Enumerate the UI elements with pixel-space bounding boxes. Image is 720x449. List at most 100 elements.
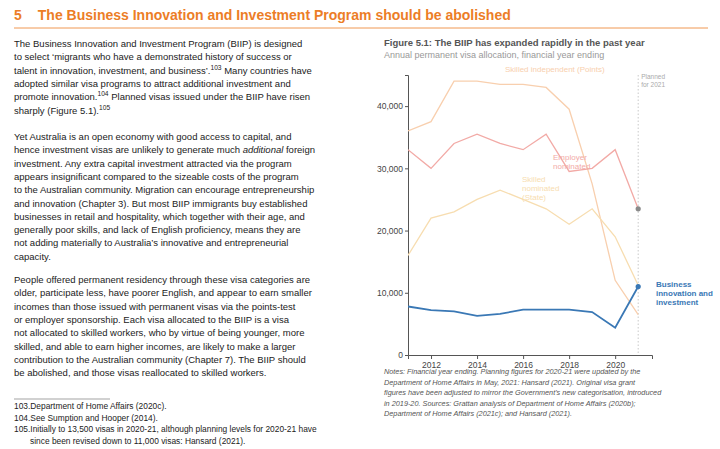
text-run: 103 <box>210 64 221 71</box>
text-run: The Business Innovation and Investment P… <box>14 38 302 49</box>
text-line: to select ‘migrants who have a demonstra… <box>14 51 292 62</box>
footnote: 105.Initially to 13,500 visas in 2020-21… <box>14 424 317 434</box>
y-tick-mark <box>405 293 408 294</box>
text-line: to the Australian community. Migration c… <box>14 184 314 195</box>
text-line: The Business Innovation and Investment P… <box>14 38 302 49</box>
text-run: 105 <box>99 104 110 111</box>
footnote: 104.See Sumption and Hooper (2014). <box>14 413 158 423</box>
text-line: older, participate less, have poorer Eng… <box>14 287 312 298</box>
text-run: 104 <box>97 90 108 97</box>
text-line: not adding materially to Australia’s inn… <box>14 237 288 248</box>
text-line: not allocated to skilled workers, who by… <box>14 327 304 338</box>
series-end-marker <box>636 206 641 211</box>
text-line: People offered permanent residency throu… <box>14 274 310 285</box>
y-axis-line <box>405 76 409 356</box>
text-line: capacity. <box>14 251 51 262</box>
y-tick-label: 0 <box>398 350 403 360</box>
y-tick: 20,000 <box>377 226 408 236</box>
chart-title: Figure 5.1: The BIIP has expanded rapidl… <box>384 37 645 48</box>
chart-note: figures have been adjusted to mirror the… <box>384 388 662 397</box>
section-heading: 5 The Business Innovation and Investment … <box>14 7 511 23</box>
footnote: since been revised down to 11,000 visas:… <box>30 436 245 446</box>
chart-note: Notes: Financial year ending. Planning f… <box>384 367 640 376</box>
text-run: Many countries have <box>222 65 312 76</box>
text-line: and innovation (Chapter 3). But most BII… <box>14 198 307 209</box>
section-title: The Business Innovation and Investment P… <box>38 7 511 23</box>
footnote: 103.Department of Home Affairs (2020c). <box>14 401 167 411</box>
text-line: incomes than those issued with permanent… <box>14 301 296 312</box>
series-label: Skilled independent (Points) <box>505 65 605 74</box>
y-tick-mark <box>405 106 408 107</box>
series-label: Skillednominated(State) <box>522 175 559 202</box>
footnote-rule <box>14 399 110 400</box>
y-tick-mark <box>405 355 408 356</box>
annotation-text-line: for 2021 <box>641 81 665 88</box>
page: 5 The Business Innovation and Investment … <box>0 0 720 449</box>
plot-area <box>408 75 641 355</box>
text-run: hence investment visas are unlikely to g… <box>14 144 243 155</box>
y-tick: 0 <box>398 350 408 360</box>
y-tick-label: 10,000 <box>377 288 403 298</box>
text-run: be abolished, and those visas reallocate… <box>14 367 266 378</box>
text-run: not allocated to skilled workers, who by… <box>14 327 304 338</box>
text-line: sharply (Figure 5.1).105 <box>14 104 110 116</box>
text-run: older, participate less, have poorer Eng… <box>14 287 312 298</box>
chart-note: Department of Home Affairs in May, 2021:… <box>384 378 636 387</box>
text-run: additional <box>243 144 285 155</box>
text-run: talent in innovation, investment, and bu… <box>14 65 210 76</box>
y-tick: 40,000 <box>377 101 408 111</box>
text-run: People offered permanent residency throu… <box>14 274 310 285</box>
text-line: talent in innovation, investment, and bu… <box>14 64 312 76</box>
text-run: adopted similar visa programs to attract… <box>14 78 291 89</box>
heading-rule <box>14 28 708 29</box>
text-run: to the Australian community. Migration c… <box>14 184 314 195</box>
text-run: Yet Australia is an open economy with go… <box>14 131 291 142</box>
text-run: to select ‘migrants who have a demonstra… <box>14 51 292 62</box>
text-line: or employer sponsorship. Each visa alloc… <box>14 314 290 325</box>
text-line: businesses in retail and hospitality, wh… <box>14 211 305 222</box>
text-line: investment. Any extra capital investment… <box>14 158 292 169</box>
text-run: promote innovation. <box>14 91 97 102</box>
x-tick-mark <box>523 355 524 359</box>
chart-note: in 2019-20. Sources: Grattan analysis of… <box>384 399 636 408</box>
text-line: be abolished, and those visas reallocate… <box>14 367 266 378</box>
text-line: contribution to the Australian community… <box>14 354 306 365</box>
x-tick-mark <box>431 355 432 359</box>
annotation-text-line: Planned <box>641 73 665 80</box>
text-run: skilled, and able to earn higher incomes… <box>14 341 295 352</box>
text-run: generally poor skills, and lack of Engli… <box>14 224 301 235</box>
chart-note: Department of Home Affairs (2021c); and … <box>384 409 572 418</box>
text-run: incomes than those issued with permanent… <box>14 301 296 312</box>
text-line: appears insignificant compared to the si… <box>14 171 299 182</box>
text-line: Yet Australia is an open economy with go… <box>14 131 291 142</box>
y-axis: 0 10,000 20,000 30,000 40,000 <box>377 76 409 361</box>
series-end-marker <box>636 284 641 289</box>
section-number: 5 <box>14 7 22 23</box>
text-line: adopted similar visa programs to attract… <box>14 78 291 89</box>
series-label: Employernominated <box>553 153 590 171</box>
text-run: businesses in retail and hospitality, wh… <box>14 211 305 222</box>
chart-subtitle: Annual permanent visa allocation, financ… <box>384 50 604 60</box>
text-run: and innovation (Chapter 3). But most BII… <box>14 198 307 209</box>
text-run: foreign <box>283 144 315 155</box>
x-axis-line <box>409 356 653 360</box>
x-tick-mark <box>569 355 570 359</box>
y-tick: 10,000 <box>377 288 408 298</box>
text-run: appears insignificant compared to the si… <box>14 171 299 182</box>
series-line <box>408 134 638 209</box>
text-run: Planned visas issued under the BIIP have… <box>109 91 311 102</box>
text-line: generally poor skills, and lack of Engli… <box>14 224 301 235</box>
text-run: or employer sponsorship. Each visa alloc… <box>14 314 290 325</box>
x-tick-mark <box>477 355 478 359</box>
y-tick-mark <box>405 168 408 169</box>
y-tick: 30,000 <box>377 164 408 174</box>
text-run: investment. Any extra capital investment… <box>14 158 292 169</box>
y-tick-mark <box>405 231 408 232</box>
text-line: skilled, and able to earn higher incomes… <box>14 341 295 352</box>
annotation-text: Plannedfor 2021 <box>641 73 665 88</box>
y-tick-label: 40,000 <box>377 101 403 111</box>
y-tick-label: 20,000 <box>377 226 403 236</box>
series-label: Businessinnovation andinvestment <box>656 280 713 307</box>
series-line <box>408 190 638 285</box>
x-tick-mark <box>615 355 616 359</box>
